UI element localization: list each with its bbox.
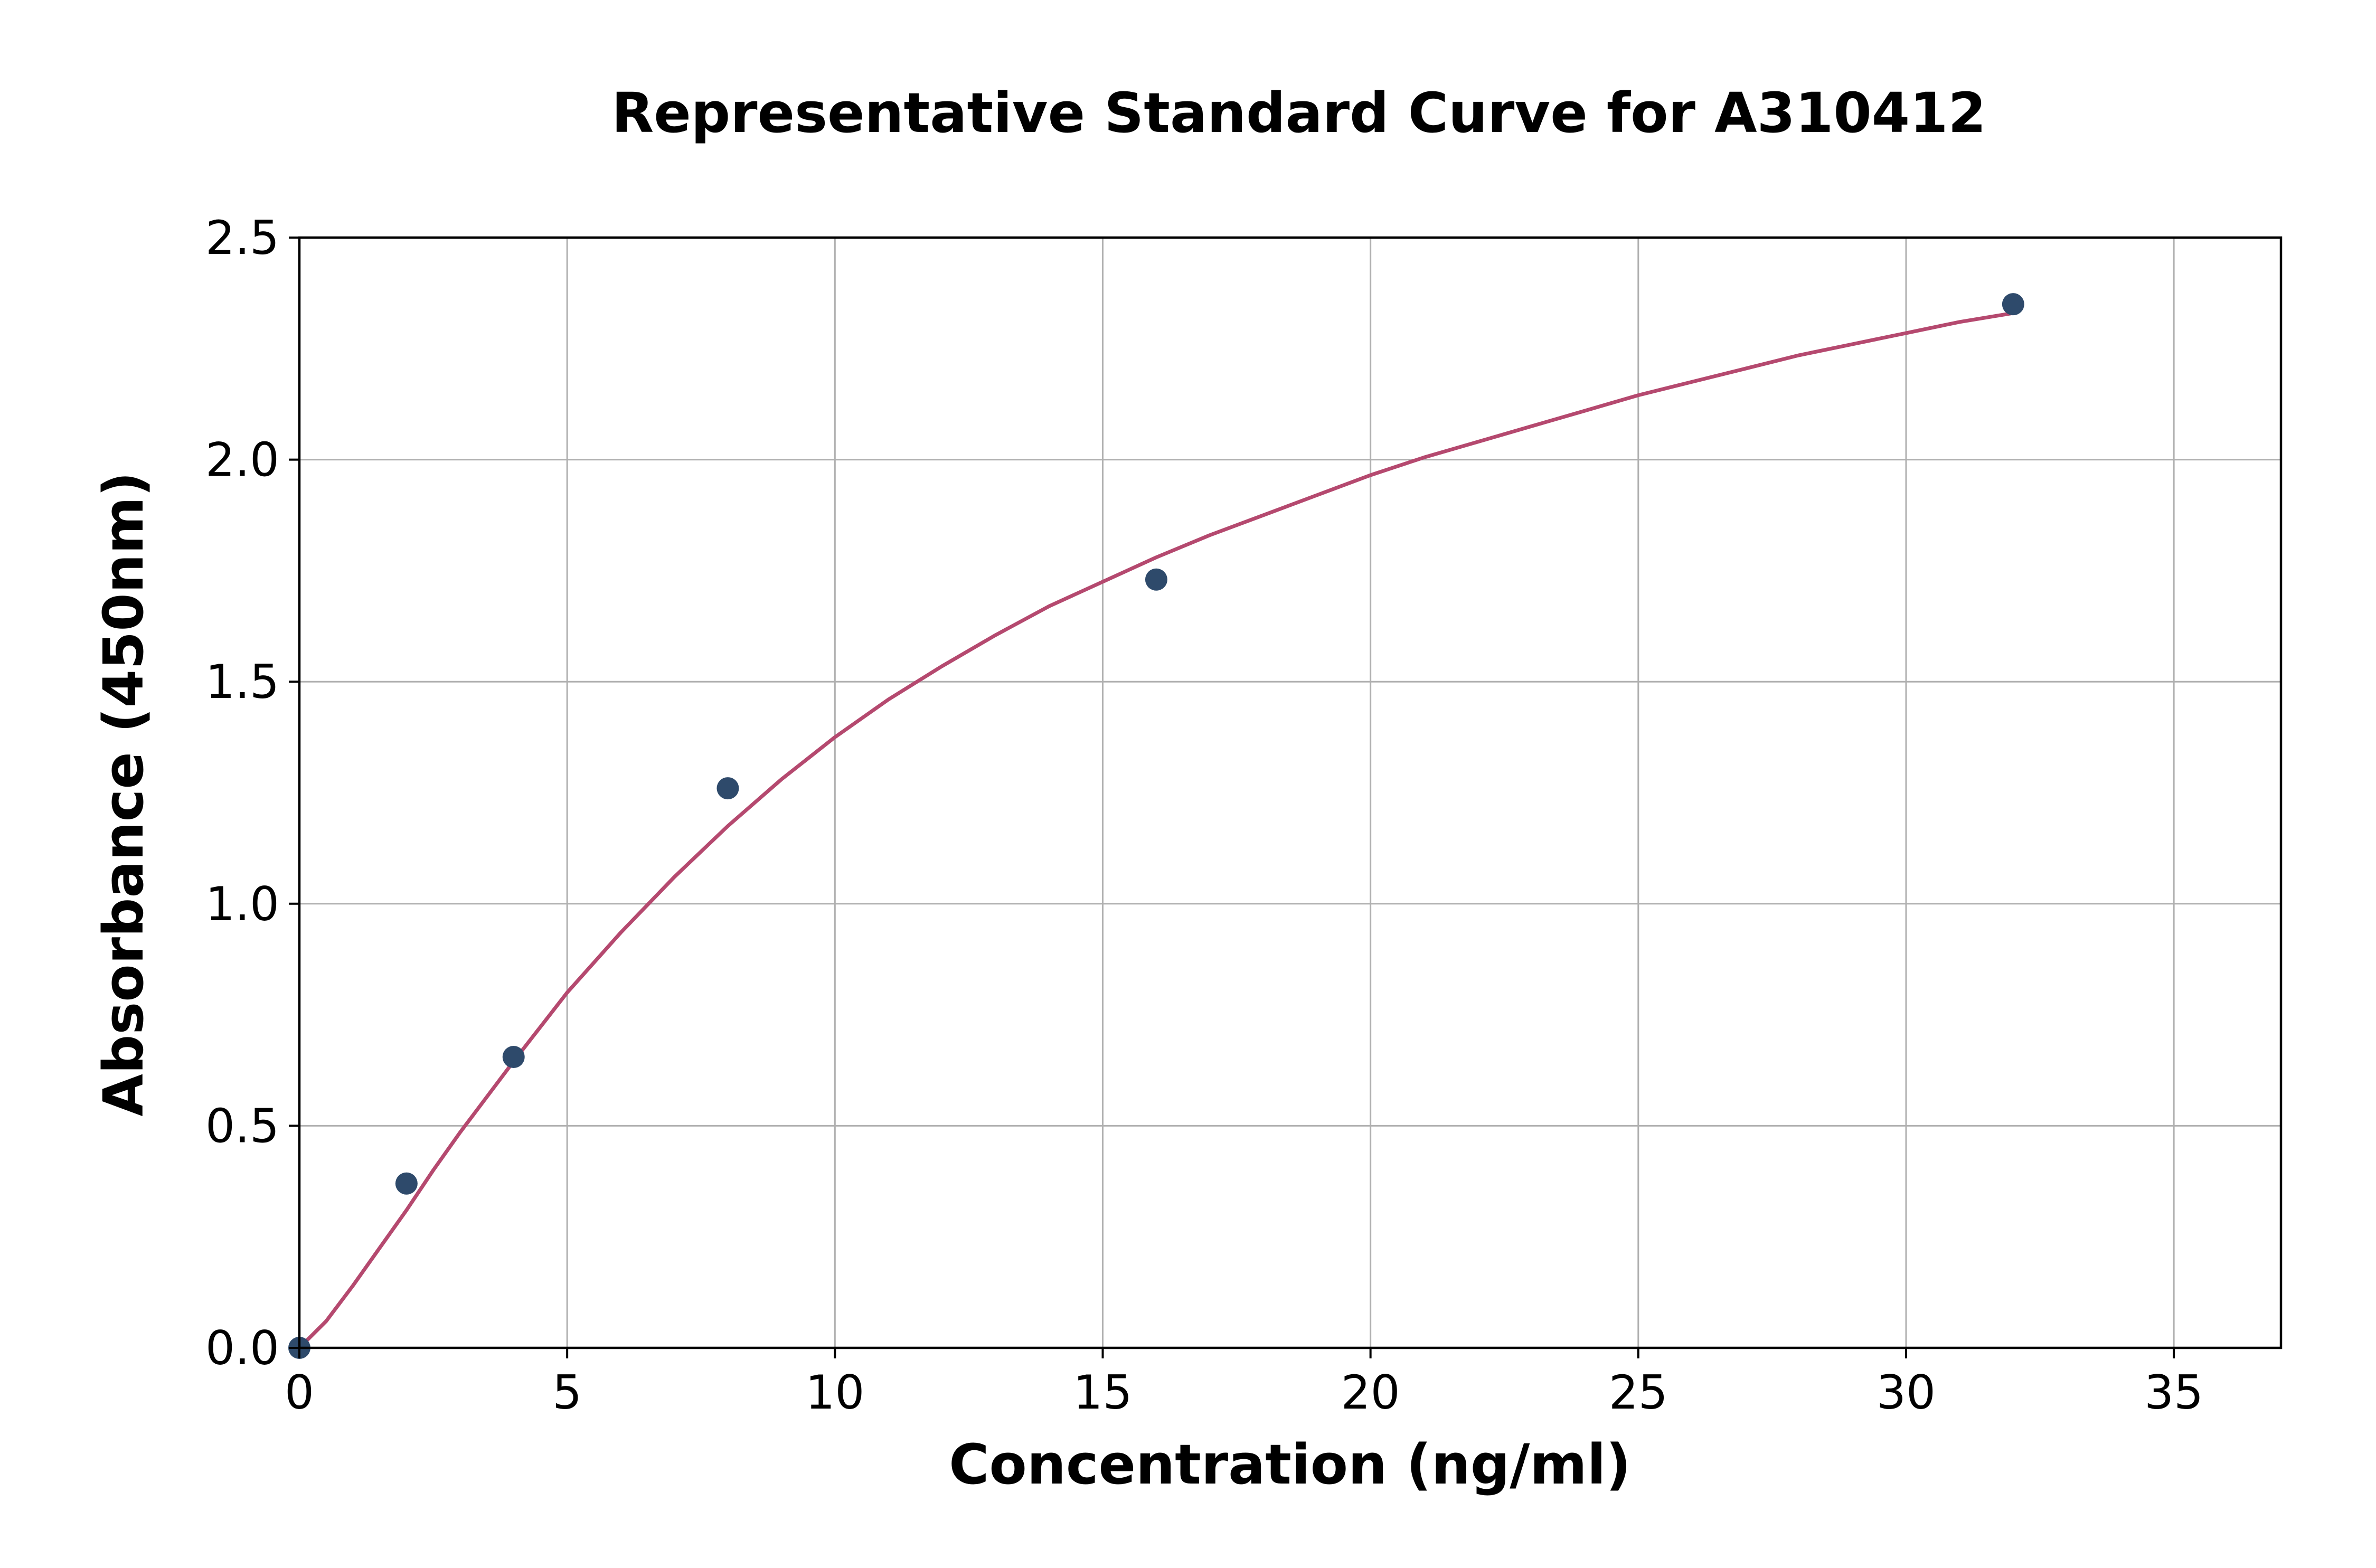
x-tick-label: 20 — [1341, 1365, 1400, 1420]
x-tick-label: 5 — [552, 1365, 582, 1420]
y-tick-label: 1.5 — [205, 655, 279, 709]
x-tick-label: 0 — [285, 1365, 314, 1420]
y-tick-label: 1.0 — [205, 877, 279, 931]
y-tick-label: 2.0 — [205, 433, 279, 487]
data-point — [1145, 568, 1167, 591]
data-point — [2002, 293, 2024, 316]
x-tick-label: 35 — [2144, 1365, 2203, 1420]
data-point — [502, 1046, 525, 1069]
x-axis-label: Concentration (ng/ml) — [949, 1432, 1631, 1497]
points-layer — [288, 293, 2024, 1359]
y-tick-label: 0.5 — [205, 1099, 279, 1153]
fitted-curve-line — [297, 311, 2015, 1350]
x-tick-label: 30 — [1877, 1365, 1936, 1420]
y-tick-label: 2.5 — [205, 211, 279, 265]
x-tick-label: 15 — [1073, 1365, 1132, 1420]
x-tick-label: 10 — [805, 1365, 864, 1420]
data-point — [395, 1172, 418, 1195]
plot-frame — [298, 236, 2283, 1349]
x-tick-label: 25 — [1609, 1365, 1668, 1420]
y-axis-label: Absorbance (450nm) — [91, 471, 156, 1116]
y-tick-label: 0.0 — [205, 1321, 279, 1375]
data-point — [716, 777, 739, 800]
ticks-layer: 0 5 10 15 20 25 30 35 0.0 0.5 1.0 1.5 2.0 2.5 — [205, 211, 2203, 1420]
chart-title: Representative Standard Curve for A31041… — [611, 81, 1986, 145]
curve-layer — [297, 311, 2015, 1350]
